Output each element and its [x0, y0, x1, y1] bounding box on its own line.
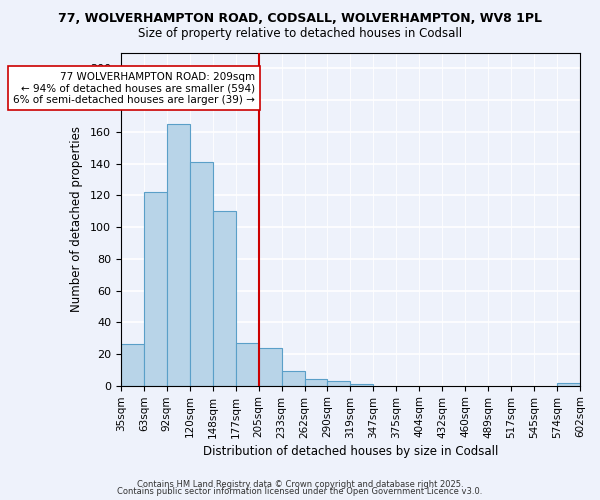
- Text: Size of property relative to detached houses in Codsall: Size of property relative to detached ho…: [138, 28, 462, 40]
- Bar: [212, 211, 236, 386]
- Bar: [121, 344, 144, 386]
- Bar: [281, 372, 305, 386]
- Text: 77, WOLVERHAMPTON ROAD, CODSALL, WOLVERHAMPTON, WV8 1PL: 77, WOLVERHAMPTON ROAD, CODSALL, WOLVERH…: [58, 12, 542, 26]
- Y-axis label: Number of detached properties: Number of detached properties: [70, 126, 83, 312]
- Text: 77 WOLVERHAMPTON ROAD: 209sqm
← 94% of detached houses are smaller (594)
6% of s: 77 WOLVERHAMPTON ROAD: 209sqm ← 94% of d…: [13, 72, 255, 104]
- X-axis label: Distribution of detached houses by size in Codsall: Distribution of detached houses by size …: [203, 444, 498, 458]
- Bar: [305, 380, 328, 386]
- Bar: [190, 162, 212, 386]
- Bar: [350, 384, 373, 386]
- Bar: [236, 343, 259, 386]
- Text: Contains public sector information licensed under the Open Government Licence v3: Contains public sector information licen…: [118, 487, 482, 496]
- Bar: [328, 381, 350, 386]
- Bar: [557, 382, 580, 386]
- Bar: [144, 192, 167, 386]
- Bar: [167, 124, 190, 386]
- Text: Contains HM Land Registry data © Crown copyright and database right 2025.: Contains HM Land Registry data © Crown c…: [137, 480, 463, 489]
- Bar: [259, 348, 281, 386]
